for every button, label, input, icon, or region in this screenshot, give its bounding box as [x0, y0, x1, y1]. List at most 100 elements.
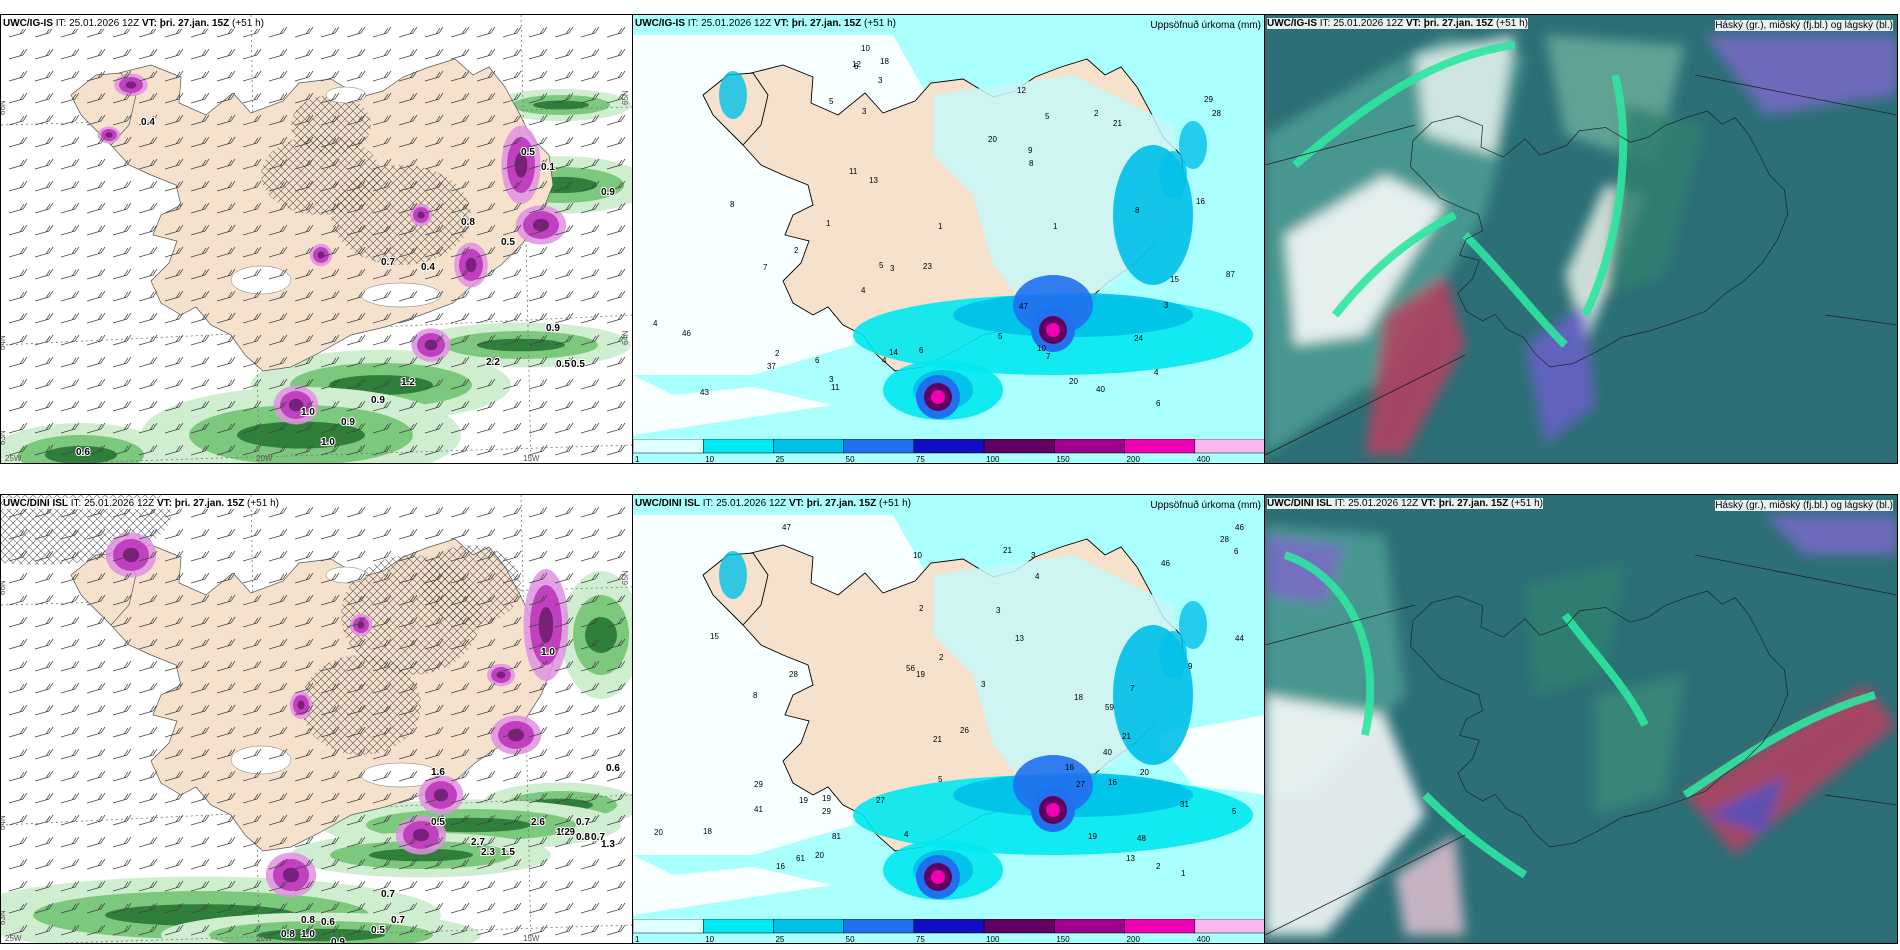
wind-value-label: 2.2: [486, 357, 500, 368]
wind-barb: [60, 400, 80, 412]
wind-barb: [8, 92, 28, 104]
wind-barb: [502, 136, 522, 148]
wind-barb: [138, 880, 158, 892]
wind-value-label: 0.7: [591, 832, 605, 843]
wind-barb: [164, 858, 184, 870]
wind-barb: [320, 770, 340, 782]
wind-barb: [190, 180, 210, 192]
wind-barb: [216, 858, 236, 870]
wind-barb: [476, 48, 496, 60]
wind-barb: [502, 858, 522, 870]
wind-barb: [502, 660, 522, 672]
colorbar-tick-label: 10: [705, 935, 714, 943]
wind-barb: [398, 880, 418, 892]
wind-barb: [138, 356, 158, 368]
wind-barb: [86, 400, 106, 412]
wind-barb: [294, 114, 314, 126]
wind-barb: [294, 312, 314, 324]
wind-barb: [528, 792, 548, 804]
wind-value-label: 1.2: [556, 827, 570, 838]
wind-barb: [554, 246, 574, 258]
wind-barb: [86, 726, 106, 738]
lon-label: 15W: [523, 454, 540, 463]
lat-label: 66N: [1, 100, 7, 115]
precip-value-label: 1: [938, 222, 943, 231]
wind-barb: [372, 70, 392, 82]
wind-barb: [372, 224, 392, 236]
wind-barb: [8, 682, 28, 694]
wind-barb: [476, 136, 496, 148]
wind-barb: [372, 26, 392, 38]
wind-barb: [346, 400, 366, 412]
wind-barb: [346, 378, 366, 390]
precip-blob-center: [288, 398, 304, 412]
wind-barb: [112, 902, 132, 914]
wind-barb: [476, 224, 496, 236]
wind-barb: [34, 814, 54, 826]
wind-value-label: 0.7: [576, 817, 590, 828]
wind-barb: [424, 902, 444, 914]
wind-barb: [606, 290, 626, 302]
wind-barb: [502, 770, 522, 782]
wind-barb: [112, 572, 132, 584]
wind-barb: [242, 444, 262, 456]
precip-value-label: 20: [815, 851, 824, 860]
wind-barb: [190, 136, 210, 148]
wind-barb: [242, 858, 262, 870]
wind-barb: [476, 356, 496, 368]
wind-value-label: 1.3: [601, 839, 615, 850]
wind-barb: [86, 770, 106, 782]
wind-barb: [554, 902, 574, 914]
wind-barb: [60, 726, 80, 738]
wind-barb: [528, 334, 548, 346]
colorbar-tick-label: 400: [1197, 935, 1211, 943]
wind-barb: [320, 334, 340, 346]
wind-barb: [554, 158, 574, 170]
precip-blob-center: [125, 81, 137, 89]
wind-barb: [398, 400, 418, 412]
wind-barb: [502, 356, 522, 368]
precip-value-label: 4: [653, 319, 658, 328]
wind-barb: [606, 638, 626, 650]
wind-barb: [372, 880, 392, 892]
precip-value-label: 3: [1031, 551, 1036, 560]
wind-barb: [554, 400, 574, 412]
wind-barb: [528, 92, 548, 104]
wind-barb: [268, 726, 288, 738]
precip-value-label: 18: [1074, 693, 1083, 702]
wind-barb: [528, 356, 548, 368]
wind-barb: [34, 858, 54, 870]
wind-barb: [164, 748, 184, 760]
precip-max: [931, 870, 945, 884]
wind-barb: [372, 814, 392, 826]
wind-barb: [294, 506, 314, 518]
wind-barb: [398, 836, 418, 848]
wind-barb: [606, 70, 626, 82]
wind-barb: [424, 638, 444, 650]
cloud-edge: [1422, 792, 1528, 879]
wind-barb: [242, 180, 262, 192]
wind-barb: [580, 422, 600, 434]
wind-barb: [502, 246, 522, 258]
wind-barb: [294, 158, 314, 170]
wind-barb: [8, 444, 28, 456]
lead-time: (+51 h): [1511, 498, 1543, 509]
precip-blob-center: [507, 728, 525, 742]
precip-value-label: 3: [829, 375, 834, 384]
vt-value: þri. 27.jan. 15Z: [159, 18, 230, 29]
precip-blob-center: [105, 132, 113, 138]
wind-barb: [580, 202, 600, 214]
wind-barb: [398, 528, 418, 540]
wind-barb: [216, 550, 236, 562]
wind-barb: [8, 770, 28, 782]
precip-value-label: 20: [988, 135, 997, 144]
wind-barb: [424, 136, 444, 148]
wind-barb: [86, 378, 106, 390]
wind-barb: [398, 594, 418, 606]
wind-barb: [476, 246, 496, 258]
wind-barb: [398, 312, 418, 324]
wind-barb: [112, 114, 132, 126]
wind-barb: [164, 814, 184, 826]
wind-barb: [398, 572, 418, 584]
precip-value-label: 11: [849, 167, 858, 176]
